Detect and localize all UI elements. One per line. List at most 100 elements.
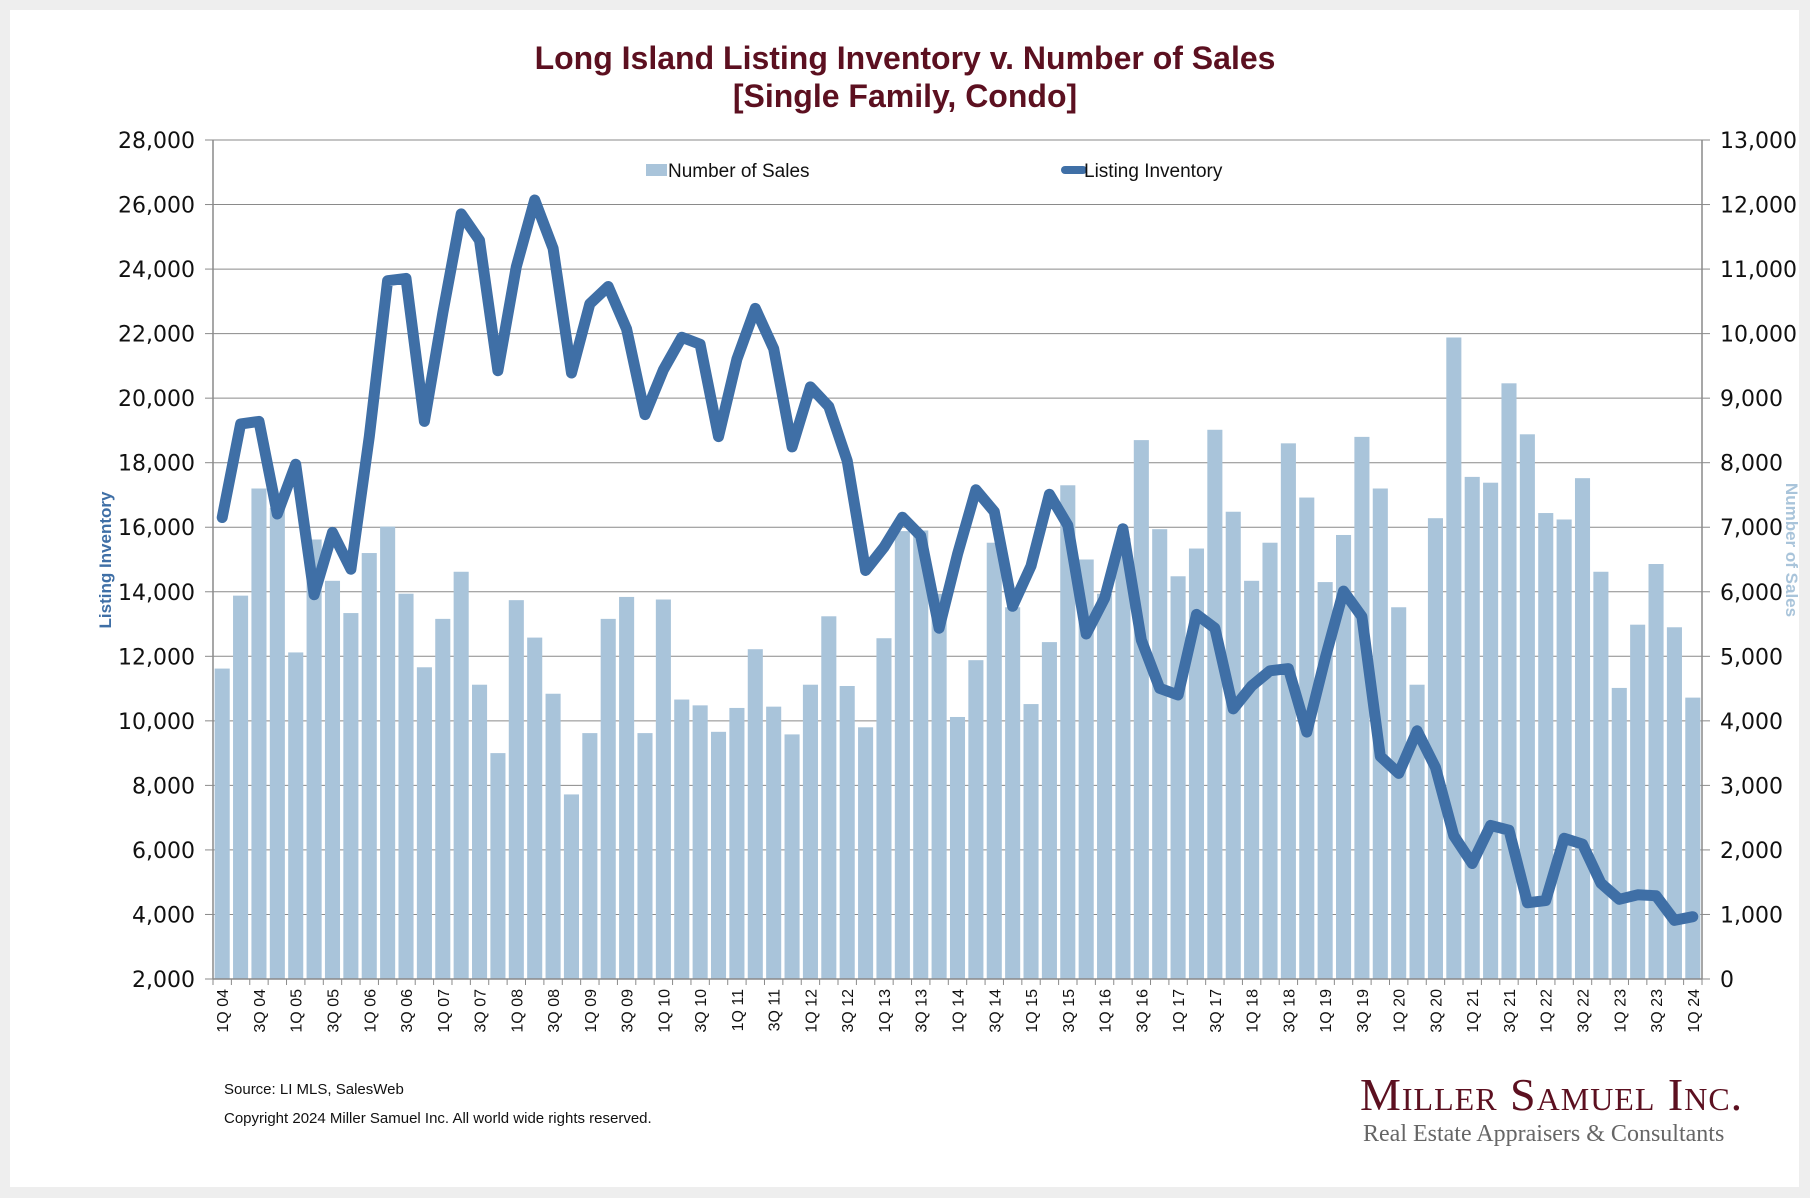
sales-bar	[1005, 607, 1021, 979]
sales-bar	[306, 539, 322, 979]
sales-bar	[968, 660, 984, 979]
copyright-note: Copyright 2024 Miller Samuel Inc. All wo…	[224, 1110, 652, 1127]
x-tick-label: 3Q 21	[1502, 989, 1519, 1033]
sales-bar	[1115, 538, 1131, 979]
x-tick-label: 1Q 05	[289, 989, 306, 1033]
right-tick-label: 7,000	[1720, 516, 1783, 541]
sales-bar	[251, 488, 267, 979]
legend: Number of Sales Listing Inventory	[646, 161, 1223, 182]
chart-title: Long Island Listing Inventory v. Number …	[534, 40, 1276, 76]
x-tick-label: 3Q 14	[987, 989, 1004, 1033]
sales-bar	[1336, 534, 1352, 979]
left-tick-label: 28,000	[118, 129, 195, 154]
right-tick-label: 10,000	[1720, 323, 1797, 348]
sales-bar	[1354, 436, 1370, 979]
sales-bar	[1262, 542, 1278, 979]
right-tick-label: 13,000	[1720, 129, 1797, 154]
right-tick-label: 9,000	[1720, 387, 1783, 412]
right-axis-title: Number of Sales	[1782, 483, 1801, 617]
x-tick-label: 1Q 20	[1392, 989, 1409, 1033]
legend-swatch-sales	[646, 164, 667, 176]
sales-bar	[269, 507, 285, 979]
sales-bar	[582, 733, 598, 979]
left-tick-label: 22,000	[118, 323, 195, 348]
sales-bar	[1280, 443, 1296, 979]
sales-bar	[1188, 548, 1205, 979]
sales-bar	[1611, 687, 1627, 979]
sales-bar	[858, 727, 874, 979]
sales-bar	[324, 580, 341, 979]
x-tick-label: 3Q 22	[1576, 989, 1593, 1033]
sales-bar	[802, 684, 818, 979]
right-tick-label: 12,000	[1720, 194, 1797, 219]
right-tick-label: 8,000	[1720, 452, 1783, 477]
sales-bar	[1630, 624, 1646, 979]
right-tick-label: 0	[1720, 968, 1734, 993]
sales-bar	[986, 542, 1002, 979]
x-tick-label: 3Q 08	[546, 989, 563, 1033]
sales-bar	[1483, 482, 1499, 979]
sales-bar	[343, 613, 359, 979]
left-tick-label: 4,000	[132, 903, 195, 928]
sales-bar	[416, 667, 432, 979]
x-tick-label: 1Q 15	[1024, 989, 1041, 1033]
sales-bar	[233, 595, 249, 979]
sales-bar	[1299, 497, 1315, 979]
left-tick-label: 6,000	[132, 839, 195, 864]
x-tick-label: 3Q 10	[693, 989, 710, 1033]
x-tick-label: 1Q 08	[509, 989, 526, 1033]
sales-bar	[453, 571, 469, 979]
sales-bar	[1556, 519, 1572, 979]
x-tick-label: 1Q 13	[877, 989, 894, 1033]
x-tick-label: 1Q 23	[1612, 989, 1629, 1033]
right-tick-label: 3,000	[1720, 774, 1783, 799]
sales-bar	[472, 684, 488, 979]
sales-bar	[1538, 513, 1554, 979]
sales-bar	[710, 731, 727, 979]
sales-bar	[1097, 593, 1113, 979]
sales-bar	[1464, 476, 1480, 979]
legend-label-sales: Number of Sales	[668, 161, 810, 182]
sales-bar	[1078, 559, 1094, 979]
x-tick-label: 1Q 12	[803, 989, 820, 1033]
left-tick-label: 2,000	[132, 968, 195, 993]
sales-bar	[1133, 440, 1149, 979]
sales-bar	[1023, 704, 1039, 979]
right-tick-label: 4,000	[1720, 710, 1783, 735]
right-axis-ticks: 0 1,000 2,000 3,000 4,000 5,000 6,000 7,000 8,00…	[1702, 129, 1797, 993]
x-tick-label: 1Q 07	[436, 989, 453, 1033]
source-note: Source: LI MLS, SalesWeb	[224, 1081, 404, 1098]
x-tick-label: 1Q 10	[656, 989, 673, 1033]
sales-bar	[288, 652, 304, 979]
sales-bar	[361, 553, 377, 979]
x-tick-label: 3Q 16	[1134, 989, 1151, 1033]
sales-bar	[839, 685, 855, 979]
sales-bar	[545, 693, 561, 979]
sales-bar	[637, 733, 653, 979]
x-tick-label: 3Q 09	[620, 989, 637, 1033]
axes	[212, 140, 1703, 985]
x-tick-label: 1Q 04	[215, 989, 232, 1033]
sales-bar	[876, 638, 892, 979]
x-tick-label: 3Q 20	[1428, 989, 1445, 1033]
x-tick-label: 1Q 18	[1245, 989, 1262, 1033]
sales-bar	[674, 699, 690, 979]
chart-subtitle: [Single Family, Condo]	[732, 78, 1078, 114]
sales-bar	[692, 705, 708, 979]
sales-bar	[894, 531, 910, 979]
sales-bar	[1593, 571, 1609, 979]
sales-bar	[1152, 529, 1168, 979]
x-tick-label: 1Q 11	[730, 989, 747, 1032]
sales-bar	[1409, 684, 1425, 979]
sales-bar	[766, 706, 782, 979]
x-tick-label: 1Q 21	[1465, 989, 1482, 1033]
left-tick-label: 20,000	[118, 387, 195, 412]
sales-bar	[527, 637, 543, 979]
sales-bar	[380, 526, 396, 979]
sales-bar	[508, 600, 524, 979]
sales-bars	[214, 337, 1701, 980]
x-tick-label: 3Q 04	[252, 989, 269, 1033]
left-tick-label: 12,000	[118, 645, 195, 670]
sales-bar	[1391, 607, 1407, 979]
sales-bar	[1446, 337, 1462, 980]
